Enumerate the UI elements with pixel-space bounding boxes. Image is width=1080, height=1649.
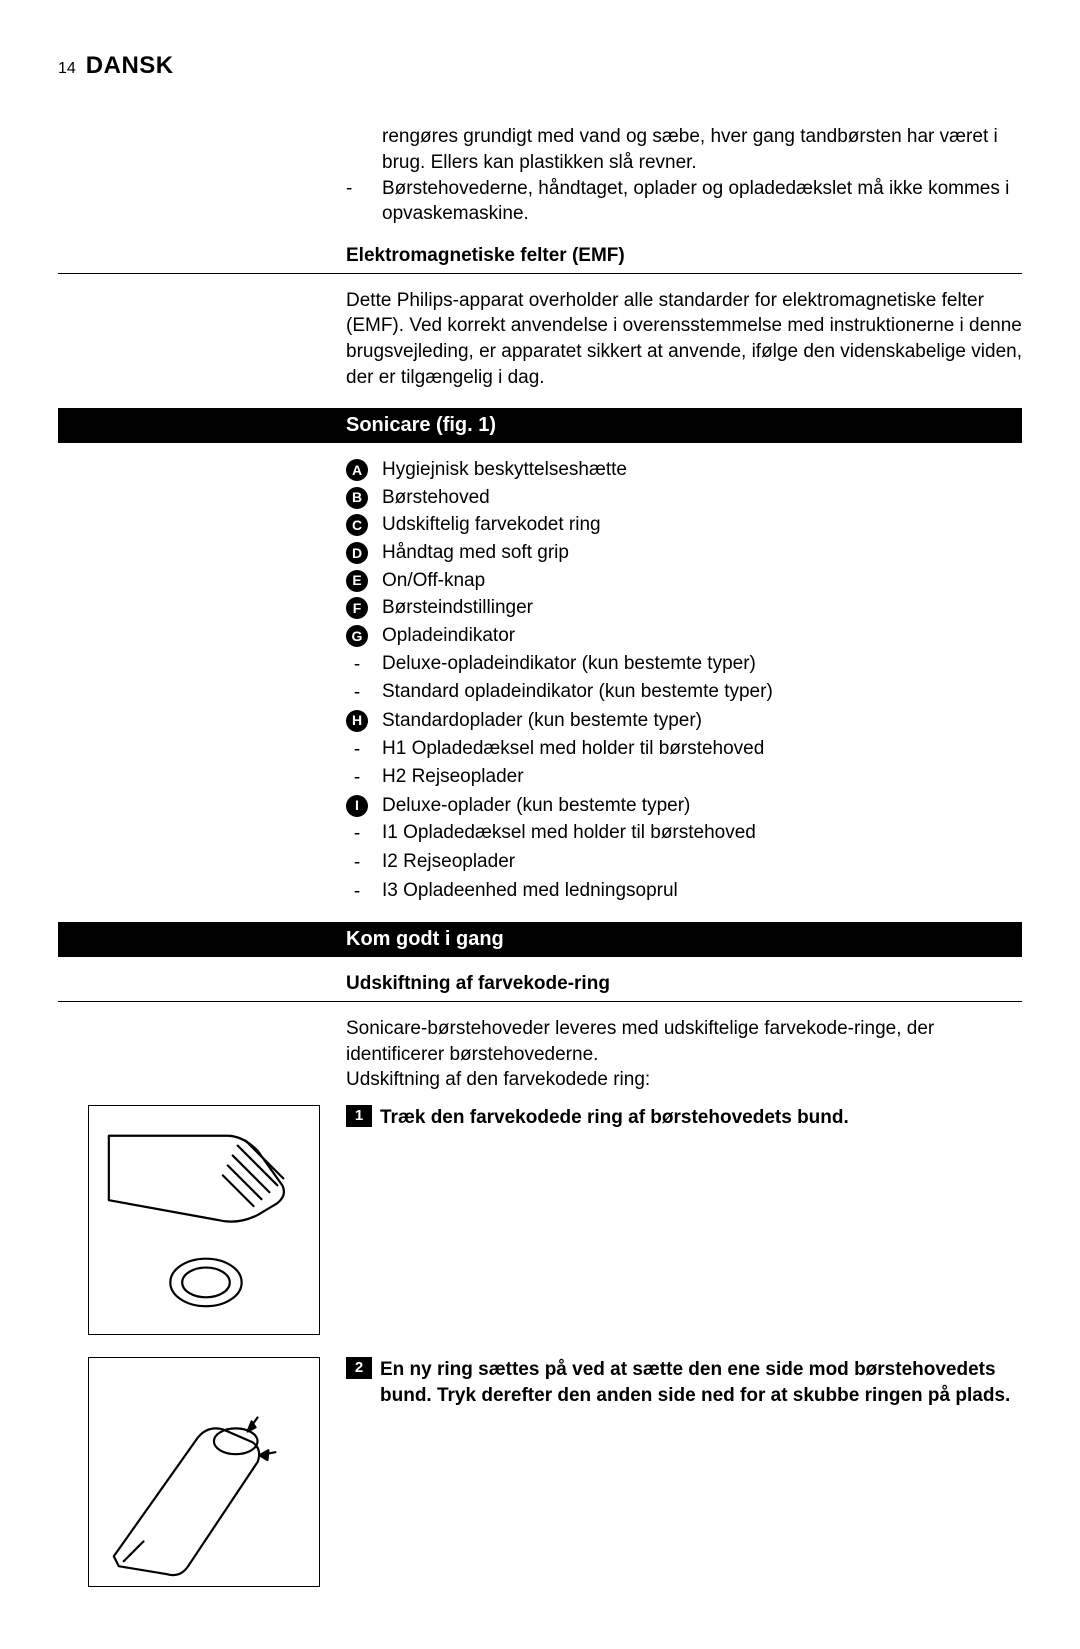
letter-badge: A (346, 459, 368, 481)
parts-list-item: I Deluxe-oplader (kun bestemte typer) (346, 793, 1022, 819)
parts-list-text: Børsteindstillinger (382, 595, 533, 621)
dash-icon: - (346, 850, 368, 876)
parts-list-item: -H2 Rejseoplader (346, 764, 1022, 791)
step-2-text: 2 En ny ring sættes på ved at sætte den … (346, 1357, 1022, 1408)
manual-page: 14 DANSK rengøres grundigt med vand og s… (0, 0, 1080, 1649)
letter-badge: I (346, 795, 368, 817)
parts-list-text: I3 Opladeenhed med ledningsoprul (382, 878, 678, 904)
parts-list-item: -Deluxe-opladeindikator (kun bestemte ty… (346, 651, 1022, 678)
bullet-text: rengøres grundigt med vand og sæbe, hver… (382, 124, 1022, 175)
parts-list-text: H1 Opladedæksel med holder til børstehov… (382, 736, 764, 762)
step-number-badge: 1 (346, 1105, 372, 1127)
letter-badge: B (346, 487, 368, 509)
parts-list-text: Standardoplader (kun bestemte typer) (382, 708, 702, 734)
parts-list-item: C Udskiftelig farvekodet ring (346, 512, 1022, 538)
emf-body: Dette Philips-apparat overholder alle st… (346, 288, 1022, 391)
parts-list-text: Børstehoved (382, 485, 490, 511)
parts-list-item: F Børsteindstillinger (346, 595, 1022, 621)
dash-icon (346, 124, 352, 175)
parts-list-text: Deluxe-oplader (kun bestemte typer) (382, 793, 690, 819)
illustration-attach-ring (88, 1357, 320, 1587)
parts-list-item: E On/Off-knap (346, 568, 1022, 594)
letter-badge: H (346, 710, 368, 732)
getting-started-heading-bar: Kom godt i gang (58, 922, 1022, 957)
parts-list-text: Deluxe-opladeindikator (kun bestemte typ… (382, 651, 756, 677)
step-1-label: Træk den farvekodede ring af børstehoved… (380, 1105, 1022, 1131)
step-row: 1 Træk den farvekodede ring af børstehov… (88, 1105, 1022, 1335)
parts-list-item: G Opladeindikator (346, 623, 1022, 649)
parts-list-text: H2 Rejseoplader (382, 764, 524, 790)
letter-badge: E (346, 570, 368, 592)
parts-list-text: Udskiftelig farvekodet ring (382, 512, 601, 538)
dash-icon: - (346, 652, 368, 678)
page-header: 14 DANSK (58, 50, 1022, 82)
letter-badge: C (346, 514, 368, 536)
color-ring-intro: Sonicare-børstehoveder leveres med udski… (346, 1016, 1022, 1093)
page-number: 14 (58, 58, 76, 80)
parts-list-text: On/Off-knap (382, 568, 485, 594)
dash-icon: - (346, 821, 368, 847)
parts-list-item: -H1 Opladedæksel med holder til børsteho… (346, 736, 1022, 763)
letter-badge: G (346, 625, 368, 647)
letter-badge: F (346, 597, 368, 619)
dash-icon: - (346, 737, 368, 763)
parts-list-text: Håndtag med soft grip (382, 540, 569, 566)
bullet-item: rengøres grundigt med vand og sæbe, hver… (346, 124, 1022, 175)
parts-list-text: I2 Rejseoplader (382, 849, 515, 875)
dash-icon: - (346, 680, 368, 706)
parts-list-item: -I1 Opladedæksel med holder til børsteho… (346, 820, 1022, 847)
parts-list-text: Opladeindikator (382, 623, 515, 649)
content-column: rengøres grundigt med vand og sæbe, hver… (346, 124, 1022, 1093)
parts-list-item: H Standardoplader (kun bestemte typer) (346, 708, 1022, 734)
step-row: 2 En ny ring sættes på ved at sætte den … (88, 1357, 1022, 1587)
color-ring-subhead: Udskiftning af farvekode-ring (346, 971, 1022, 997)
dash-icon: - (346, 765, 368, 791)
parts-list-text: Hygiejnisk beskyttelseshætte (382, 457, 627, 483)
bullet-item: - Børstehovederne, håndtaget, oplader og… (346, 176, 1022, 227)
parts-list-text: Standard opladeindikator (kun bestemte t… (382, 679, 773, 705)
parts-list-item: B Børstehoved (346, 485, 1022, 511)
parts-list-text: I1 Opladedæksel med holder til børstehov… (382, 820, 756, 846)
intro-bullet-list: rengøres grundigt med vand og sæbe, hver… (346, 124, 1022, 227)
dash-icon: - (346, 879, 368, 905)
parts-list-item: D Håndtag med soft grip (346, 540, 1022, 566)
sonicare-parts-list: A Hygiejnisk beskyttelseshætte B Børstehove… (346, 457, 1022, 904)
parts-list-item: -Standard opladeindikator (kun bestemte … (346, 679, 1022, 706)
step-1-text: 1 Træk den farvekodede ring af børstehov… (346, 1105, 1022, 1131)
parts-list-item: -I3 Opladeenhed med ledningsoprul (346, 878, 1022, 905)
illustration-remove-ring (88, 1105, 320, 1335)
language-title: DANSK (86, 50, 174, 82)
letter-badge: D (346, 542, 368, 564)
dash-icon: - (346, 176, 352, 227)
parts-list-item: A Hygiejnisk beskyttelseshætte (346, 457, 1022, 483)
step-2-label: En ny ring sættes på ved at sætte den en… (380, 1357, 1022, 1408)
bullet-text: Børstehovederne, håndtaget, oplader og o… (382, 176, 1022, 227)
parts-list-item: -I2 Rejseoplader (346, 849, 1022, 876)
emf-heading: Elektromagnetiske felter (EMF) (346, 243, 1022, 269)
divider (58, 273, 1022, 274)
step-number-badge: 2 (346, 1357, 372, 1379)
sonicare-heading-bar: Sonicare (fig. 1) (58, 408, 1022, 443)
divider (58, 1001, 1022, 1002)
